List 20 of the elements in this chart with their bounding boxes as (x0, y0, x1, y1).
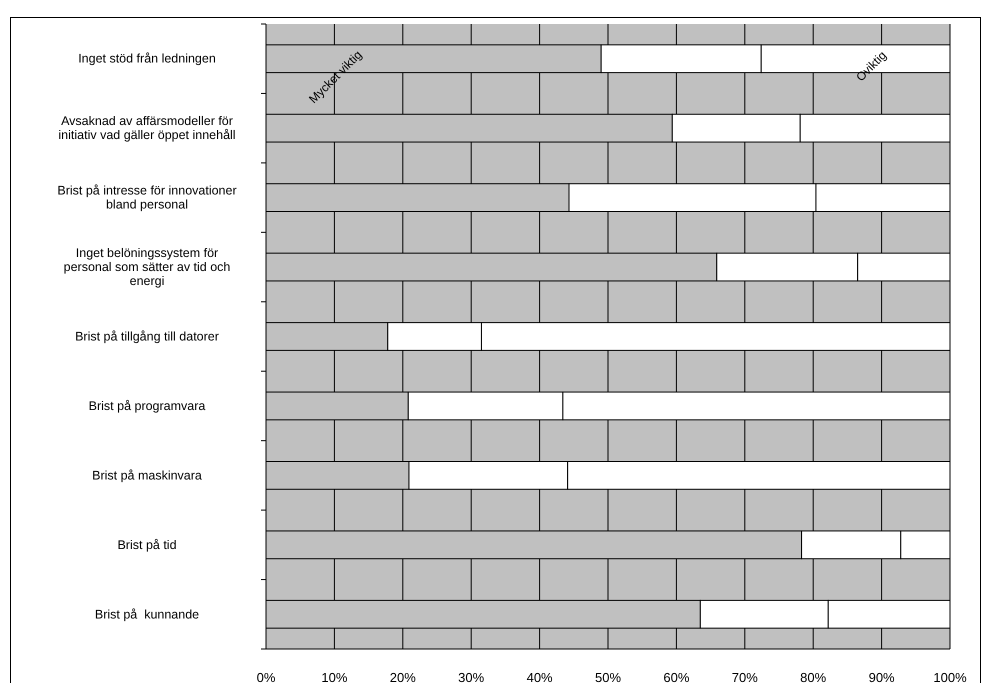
y-tick-label: Brist på kunnande (94, 607, 200, 622)
x-tick-label: 40% (526, 670, 554, 683)
x-tick-label: 70% (732, 670, 758, 683)
y-tick-label: Brist på intresse för innovationer bland personal (57, 184, 237, 212)
x-tick-label: 90% (868, 670, 896, 683)
x-tick-label: 60% (663, 670, 690, 683)
x-tick-label: 30% (458, 670, 485, 683)
y-tick-label: Inget stöd från ledningen (78, 52, 216, 66)
x-tick-label: 80% (800, 670, 827, 683)
x-tick-label: 50% (594, 670, 622, 683)
y-tick-label: Inget belöningssystem för personal som sätter av tid och energi (64, 246, 230, 288)
x-tick-label: 10% (321, 670, 348, 683)
y-tick-label: Brist på maskinvara (92, 468, 202, 482)
y-tick-label: Brist på programvara (88, 398, 206, 413)
x-tick-label: 0% (256, 670, 276, 683)
y-tick-label: Avsaknad av affärsmodeller för initiativ vad gäller öppet innehåll (58, 114, 236, 142)
x-tick-label: 20% (390, 670, 416, 683)
y-tick-label: Brist på tillgång till datorer (75, 330, 219, 344)
y-tick-label: Brist på tid (117, 538, 177, 552)
x-tick-label: 100% (933, 670, 968, 683)
